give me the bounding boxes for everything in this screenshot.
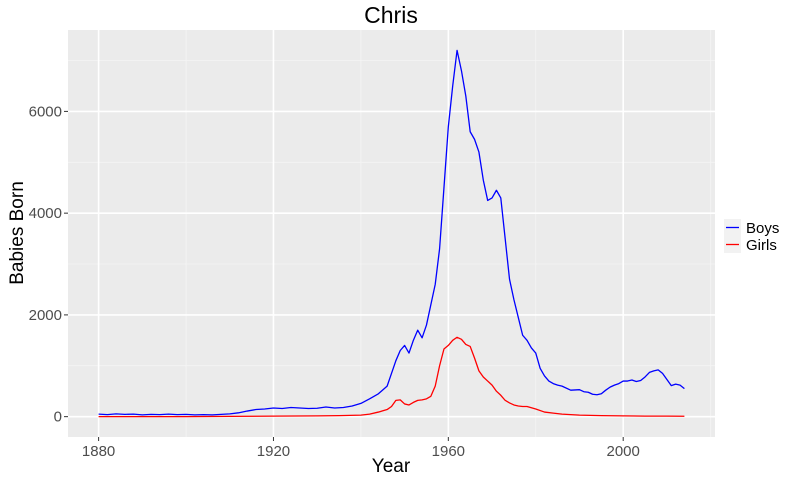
grid-minor — [68, 30, 715, 437]
y-tick-label: 2000 — [29, 307, 62, 324]
x-tick-label: 1960 — [432, 443, 465, 460]
legend-label-boys: Boys — [746, 220, 779, 237]
series-line-boys — [98, 49, 685, 416]
y-tick-label: 4000 — [29, 205, 62, 222]
y-tick-label: 6000 — [29, 103, 62, 120]
series-line-girls — [98, 336, 685, 418]
x-axis: 1880 1920 1960 2000 — [82, 437, 640, 460]
y-tick-label: 0 — [54, 409, 62, 426]
x-axis-title: Year — [372, 456, 411, 477]
chart-title: Chris — [364, 2, 418, 28]
x-tick-label: 1880 — [82, 443, 115, 460]
series-layer — [98, 49, 685, 418]
legend-label-girls: Girls — [746, 237, 777, 254]
y-axis: 0 2000 4000 6000 — [29, 103, 68, 426]
plot-panel — [68, 30, 715, 437]
x-tick-label: 2000 — [607, 443, 640, 460]
x-tick-label: 1920 — [257, 443, 290, 460]
y-axis-title: Babies Born — [7, 181, 28, 285]
grid-major — [68, 30, 715, 437]
